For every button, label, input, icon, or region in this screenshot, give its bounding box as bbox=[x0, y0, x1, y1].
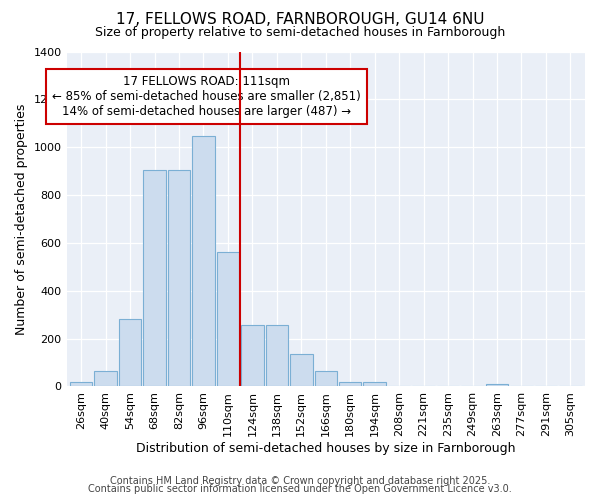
Bar bbox=[364, 382, 386, 386]
Bar bbox=[290, 354, 313, 386]
Bar bbox=[314, 371, 337, 386]
Text: 17 FELLOWS ROAD: 111sqm
← 85% of semi-detached houses are smaller (2,851)
14% of: 17 FELLOWS ROAD: 111sqm ← 85% of semi-de… bbox=[52, 75, 361, 118]
Bar bbox=[168, 170, 190, 386]
Bar bbox=[241, 326, 263, 386]
Bar bbox=[143, 170, 166, 386]
Bar bbox=[94, 371, 117, 386]
Bar bbox=[339, 382, 361, 386]
Text: Contains HM Land Registry data © Crown copyright and database right 2025.: Contains HM Land Registry data © Crown c… bbox=[110, 476, 490, 486]
Bar bbox=[119, 320, 142, 386]
Y-axis label: Number of semi-detached properties: Number of semi-detached properties bbox=[15, 104, 28, 334]
Bar bbox=[70, 382, 92, 386]
Bar bbox=[486, 384, 508, 386]
Text: 17, FELLOWS ROAD, FARNBOROUGH, GU14 6NU: 17, FELLOWS ROAD, FARNBOROUGH, GU14 6NU bbox=[116, 12, 484, 28]
X-axis label: Distribution of semi-detached houses by size in Farnborough: Distribution of semi-detached houses by … bbox=[136, 442, 515, 455]
Bar bbox=[217, 252, 239, 386]
Text: Size of property relative to semi-detached houses in Farnborough: Size of property relative to semi-detach… bbox=[95, 26, 505, 39]
Bar bbox=[266, 326, 288, 386]
Text: Contains public sector information licensed under the Open Government Licence v3: Contains public sector information licen… bbox=[88, 484, 512, 494]
Bar bbox=[192, 136, 215, 386]
